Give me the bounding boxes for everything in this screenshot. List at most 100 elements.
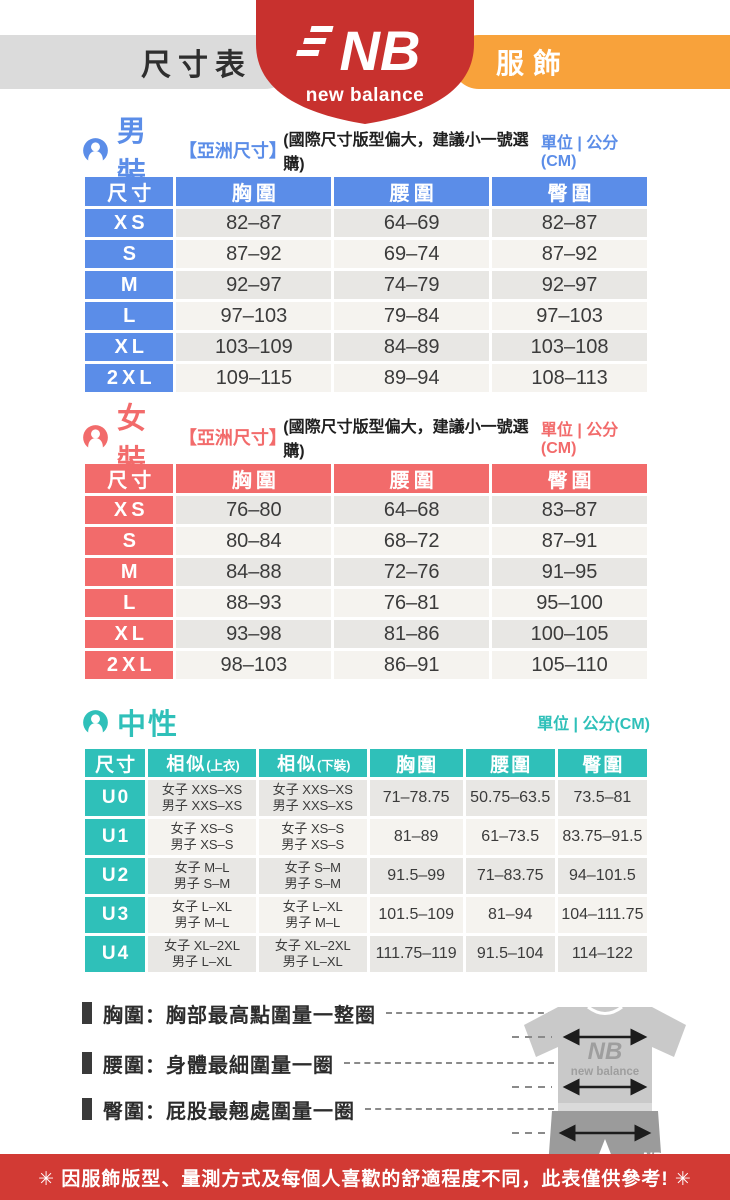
waist-value: 72–76 — [334, 558, 490, 586]
similar-bottom-value: 女子 L–XL 男子 M–L — [258, 897, 367, 933]
similar-top-value: 女子 XXS–XS 男子 XXS–XS — [148, 780, 256, 816]
table-header-row: 尺寸 胸圍 腰圍 臀圍 — [85, 177, 647, 206]
bullet-square-icon — [82, 1002, 92, 1024]
waist-value: 61–73.5 — [465, 819, 555, 855]
waist-value: 79–84 — [334, 302, 490, 330]
size-label: U1 — [85, 819, 146, 855]
col-hip: 臀圍 — [492, 464, 647, 493]
unisex-section-header: 中性 單位 | 公分(CM) — [82, 704, 650, 741]
person-icon — [82, 424, 109, 451]
size-label: M — [85, 558, 174, 586]
section-note: (國際尺寸版型偏大，建議小一號選購) — [283, 132, 529, 173]
chest-value: 80–84 — [176, 527, 332, 555]
similar-bottom-value: 女子 XXS–XS 男子 XXS–XS — [258, 780, 367, 816]
hip-value: 97–103 — [492, 302, 647, 330]
chest-value: 103–109 — [176, 333, 332, 361]
col-chest: 胸圍 — [369, 749, 463, 777]
size-label: XL — [85, 620, 174, 648]
hip-note: 臀圍：屁股最翹處圍量一圈 — [82, 1095, 554, 1123]
size-label: XL — [85, 333, 174, 361]
waist-value: 81–86 — [334, 620, 490, 648]
svg-text:NB: NB — [340, 19, 421, 82]
dashed-connector — [386, 1012, 554, 1014]
disclaimer-bar: ✳ 因服飾版型、量測方式及每個人喜歡的舒適程度不同，此表僅供參考! ✳ — [0, 1154, 730, 1200]
size-label: L — [85, 302, 174, 330]
section-subtitle: 【亞洲尺寸】 — [178, 428, 287, 448]
section-title: 中性 — [117, 709, 180, 741]
unisex-size-table: 尺寸 相似(上衣) 相似(下裝) 胸圍 腰圍 臀圍 U0 女子 XXS–XS 男子… — [82, 746, 650, 975]
chest-value: 92–97 — [176, 271, 332, 299]
col-size: 尺寸 — [85, 749, 146, 777]
waist-value: 84–89 — [334, 333, 490, 361]
tab-size-chart[interactable]: 尺寸表 — [0, 35, 292, 89]
similar-bottom-value: 女子 S–M 男子 S–M — [258, 858, 367, 894]
unit-label: 單位 | 公分(CM) — [540, 135, 619, 170]
table-row: M 84–88 72–76 91–95 — [85, 558, 647, 586]
col-size: 尺寸 — [85, 464, 174, 493]
chest-value: 76–80 — [176, 496, 332, 524]
womens-size-table: 尺寸 胸圍 腰圍 臀圍 XS 76–80 64–68 83–87 S 80–84… — [82, 461, 650, 682]
waist-value: 89–94 — [334, 364, 490, 392]
bullet-square-icon — [82, 1052, 92, 1074]
hip-value: 95–100 — [492, 589, 647, 617]
similar-top-value: 女子 XL–2XL 男子 L–XL — [148, 936, 256, 972]
col-hip: 臀圍 — [492, 177, 647, 206]
mens-size-table: 尺寸 胸圍 腰圍 臀圍 XS 82–87 64–69 82–87 S 87–92… — [82, 174, 650, 395]
hip-value: 103–108 — [492, 333, 647, 361]
chest-value: 98–103 — [176, 651, 332, 679]
table-row: XL 103–109 84–89 103–108 — [85, 333, 647, 361]
womens-section-header: 女裝 【亞洲尺寸】 (國際尺寸版型偏大，建議小一號選購) 單位 | 公分(CM) — [82, 403, 650, 477]
similar-top-value: 女子 M–L 男子 S–M — [148, 858, 256, 894]
table-row: L 88–93 76–81 95–100 — [85, 589, 647, 617]
hip-value: 92–97 — [492, 271, 647, 299]
table-row: L 97–103 79–84 97–103 — [85, 302, 647, 330]
size-label: L — [85, 589, 174, 617]
size-label: M — [85, 271, 174, 299]
table-row: U2 女子 M–L 男子 S–M 女子 S–M 男子 S–M 91.5–99 71–… — [85, 858, 647, 894]
waist-value: 76–81 — [334, 589, 490, 617]
table-row: U3 女子 L–XL 男子 M–L 女子 L–XL 男子 M–L 101.5–109… — [85, 897, 647, 933]
person-icon — [82, 709, 109, 736]
chest-value: 81–89 — [369, 819, 463, 855]
waist-value: 69–74 — [334, 240, 490, 268]
size-label: U0 — [85, 780, 146, 816]
table-row: XS 76–80 64–68 83–87 — [85, 496, 647, 524]
chest-value: 97–103 — [176, 302, 332, 330]
table-row: S 80–84 68–72 87–91 — [85, 527, 647, 555]
table-row: 2XL 98–103 86–91 105–110 — [85, 651, 647, 679]
table-row: S 87–92 69–74 87–92 — [85, 240, 647, 268]
waist-value: 91.5–104 — [465, 936, 555, 972]
hip-value: 83–87 — [492, 496, 647, 524]
similar-top-value: 女子 L–XL 男子 M–L — [148, 897, 256, 933]
hip-value: 105–110 — [492, 651, 647, 679]
size-label: 2XL — [85, 364, 174, 392]
hip-value: 87–91 — [492, 527, 647, 555]
brand-wordmark: new balance — [306, 85, 425, 106]
svg-text:NB: NB — [588, 1038, 623, 1065]
top-banner: 尺寸表 服飾 NB new balance — [0, 0, 730, 124]
chest-value: 109–115 — [176, 364, 332, 392]
disclaimer-text: ✳ 因服飾版型、量測方式及每個人喜歡的舒適程度不同，此表僅供參考! ✳ — [38, 1168, 692, 1190]
chest-value: 111.75–119 — [369, 936, 463, 972]
chest-value: 87–92 — [176, 240, 332, 268]
size-label: XS — [85, 209, 174, 237]
waist-value: 50.75–63.5 — [465, 780, 555, 816]
apparel-figure: NB NB new balance — [510, 999, 700, 1175]
waist-value: 81–94 — [465, 897, 555, 933]
tab-apparel[interactable]: 服飾 — [452, 35, 730, 89]
col-waist: 腰圍 — [465, 749, 555, 777]
hip-value: 82–87 — [492, 209, 647, 237]
size-label: U2 — [85, 858, 146, 894]
col-chest: 胸圍 — [176, 464, 332, 493]
hip-value: 114–122 — [557, 936, 647, 972]
chest-value: 82–87 — [176, 209, 332, 237]
size-label: S — [85, 240, 174, 268]
unit-label: 單位 | 公分(CM) — [537, 716, 650, 733]
measurement-guide: 胸圍：胸部最高點圍量一整圈 腰圍：身體最細圍量一圈 臀圍：屁股最翹處圍量一圈 N… — [0, 999, 730, 1175]
hip-value: 94–101.5 — [557, 858, 647, 894]
table-header-row: 尺寸 相似(上衣) 相似(下裝) 胸圍 腰圍 臀圍 — [85, 749, 647, 777]
chest-value: 84–88 — [176, 558, 332, 586]
table-row: XS 82–87 64–69 82–87 — [85, 209, 647, 237]
chest-note: 胸圍：胸部最高點圍量一整圈 — [82, 999, 554, 1027]
size-label: 2XL — [85, 651, 174, 679]
